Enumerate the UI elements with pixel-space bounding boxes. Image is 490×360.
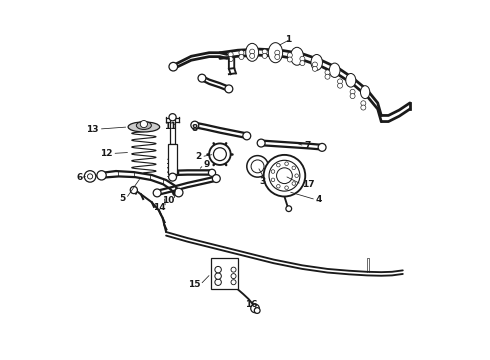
Circle shape xyxy=(191,121,199,129)
Circle shape xyxy=(285,162,288,166)
Circle shape xyxy=(286,206,292,212)
Circle shape xyxy=(361,101,366,106)
Circle shape xyxy=(172,169,179,176)
Circle shape xyxy=(247,156,269,177)
Ellipse shape xyxy=(329,63,340,77)
Circle shape xyxy=(285,186,288,189)
Circle shape xyxy=(231,280,236,285)
Circle shape xyxy=(251,160,264,173)
Circle shape xyxy=(169,62,177,71)
Text: 9: 9 xyxy=(204,160,210,169)
Circle shape xyxy=(275,54,280,59)
Ellipse shape xyxy=(245,43,259,61)
Circle shape xyxy=(276,163,280,167)
Circle shape xyxy=(140,121,147,128)
Ellipse shape xyxy=(311,54,322,70)
Circle shape xyxy=(350,89,355,94)
Circle shape xyxy=(300,60,305,66)
Circle shape xyxy=(231,267,236,272)
Text: 6: 6 xyxy=(76,173,83,182)
Text: 7: 7 xyxy=(304,141,311,150)
Circle shape xyxy=(169,114,176,121)
Ellipse shape xyxy=(361,86,370,99)
Circle shape xyxy=(271,178,275,182)
Circle shape xyxy=(228,52,233,57)
Ellipse shape xyxy=(346,73,356,87)
Circle shape xyxy=(276,168,293,184)
Circle shape xyxy=(225,85,233,93)
Text: 13: 13 xyxy=(86,125,98,134)
Circle shape xyxy=(208,169,216,176)
Circle shape xyxy=(174,188,183,197)
Circle shape xyxy=(292,166,295,170)
Circle shape xyxy=(215,266,221,273)
Text: 4: 4 xyxy=(316,195,322,204)
Circle shape xyxy=(215,279,221,285)
Text: 12: 12 xyxy=(100,149,112,158)
Circle shape xyxy=(239,54,244,59)
Text: 1: 1 xyxy=(285,35,291,44)
Circle shape xyxy=(251,304,259,313)
Text: 16: 16 xyxy=(245,300,258,309)
Circle shape xyxy=(269,160,300,191)
Circle shape xyxy=(313,62,318,67)
Circle shape xyxy=(262,53,267,58)
Circle shape xyxy=(338,79,343,84)
Circle shape xyxy=(153,189,161,197)
Circle shape xyxy=(262,49,267,54)
Text: 11: 11 xyxy=(164,122,176,131)
Circle shape xyxy=(338,83,343,88)
Circle shape xyxy=(287,53,293,58)
Circle shape xyxy=(198,74,206,82)
Circle shape xyxy=(300,56,305,61)
Ellipse shape xyxy=(291,47,303,65)
Circle shape xyxy=(250,53,255,58)
Circle shape xyxy=(313,66,318,71)
Circle shape xyxy=(215,273,221,279)
Text: 2: 2 xyxy=(195,152,201,161)
Circle shape xyxy=(287,57,293,62)
Circle shape xyxy=(88,174,93,179)
Circle shape xyxy=(243,132,251,140)
Circle shape xyxy=(239,50,244,55)
Circle shape xyxy=(275,50,280,55)
Circle shape xyxy=(325,70,330,75)
Bar xyxy=(211,258,238,289)
Text: 3: 3 xyxy=(260,176,266,185)
Circle shape xyxy=(84,171,96,182)
Circle shape xyxy=(292,182,295,185)
Bar xyxy=(170,117,175,144)
Bar xyxy=(168,144,177,174)
Circle shape xyxy=(271,170,275,173)
Text: 8: 8 xyxy=(192,124,197,133)
Ellipse shape xyxy=(136,122,151,130)
Circle shape xyxy=(295,174,298,177)
Circle shape xyxy=(257,139,265,147)
Circle shape xyxy=(264,155,305,197)
Ellipse shape xyxy=(269,42,283,63)
Circle shape xyxy=(97,171,106,180)
Circle shape xyxy=(350,94,355,99)
Circle shape xyxy=(228,57,233,62)
Circle shape xyxy=(212,175,220,183)
Ellipse shape xyxy=(128,122,160,132)
Circle shape xyxy=(231,274,236,279)
Text: 14: 14 xyxy=(153,203,166,212)
Text: 10: 10 xyxy=(162,196,174,205)
Circle shape xyxy=(361,105,366,110)
Circle shape xyxy=(250,49,255,54)
Circle shape xyxy=(254,308,260,314)
Circle shape xyxy=(276,184,280,188)
Circle shape xyxy=(214,148,226,161)
Text: 17: 17 xyxy=(302,180,314,189)
Circle shape xyxy=(169,173,176,181)
Circle shape xyxy=(325,74,330,79)
Circle shape xyxy=(209,143,231,165)
Text: 15: 15 xyxy=(188,280,200,289)
Circle shape xyxy=(318,143,326,151)
Circle shape xyxy=(130,186,137,194)
Text: 5: 5 xyxy=(120,194,126,203)
